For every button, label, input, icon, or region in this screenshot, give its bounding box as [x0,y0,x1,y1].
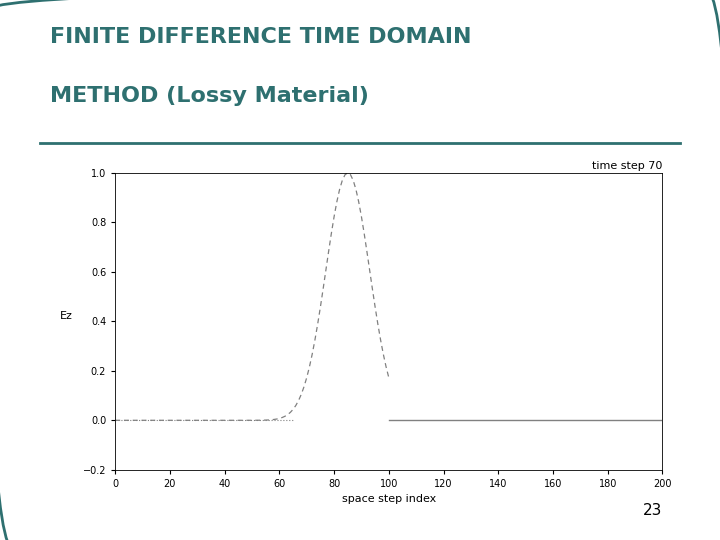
Y-axis label: Ez: Ez [60,311,73,321]
Text: METHOD (Lossy Material): METHOD (Lossy Material) [50,86,369,106]
Text: time step 70: time step 70 [592,160,662,171]
Text: 23: 23 [643,503,662,518]
X-axis label: space step index: space step index [342,495,436,504]
Text: FINITE DIFFERENCE TIME DOMAIN: FINITE DIFFERENCE TIME DOMAIN [50,27,472,47]
